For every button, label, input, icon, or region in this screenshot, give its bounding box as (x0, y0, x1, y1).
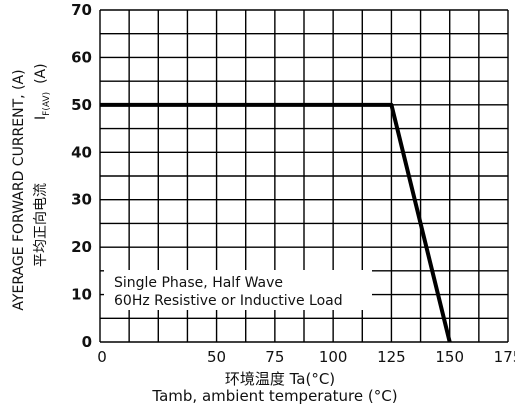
y-axis-symbol: IF(AV) (A) (33, 63, 52, 120)
y-axis-title-en-group: AYERAGE FORWARD CURRENT, (A) (11, 69, 27, 310)
y-axis-symbol-unit: (A) (33, 63, 49, 84)
annotation-line-1: Single Phase, Half Wave (114, 275, 283, 291)
x-tick-label: 0 (97, 348, 107, 366)
y-tick-labels: 0 10 20 30 40 50 60 70 (71, 1, 92, 351)
y-axis-title-en: AYERAGE FORWARD CURRENT, (A) (11, 69, 27, 310)
y-axis-symbol-main: I (33, 116, 49, 120)
y-tick-label: 40 (71, 143, 92, 161)
annotation-line-2: 60Hz Resistive or Inductive Load (114, 293, 343, 309)
series-line (100, 102, 452, 343)
y-axis-symbol-group: IF(AV) (A) (33, 63, 52, 120)
x-axis-title-en: Tamb, ambient temperature (°C) (151, 387, 397, 405)
annotation-box (104, 270, 372, 310)
y-axis-title-cn-group: 平均正向电流 (33, 183, 49, 267)
x-axis-title-cn: 环境温度 Ta(°C) (225, 370, 335, 388)
y-axis-symbol-sub: F(AV) (42, 92, 52, 116)
y-tick-label: 50 (71, 96, 92, 114)
y-tick-label: 0 (82, 333, 92, 351)
series (100, 102, 452, 343)
y-tick-label: 30 (71, 191, 92, 209)
x-tick-label: 125 (377, 348, 406, 366)
y-tick-label: 70 (71, 1, 92, 19)
x-tick-label: 175 (494, 348, 515, 366)
x-tick-label: 75 (265, 348, 284, 366)
y-tick-label: 10 (71, 286, 92, 304)
x-tick-label: 150 (435, 348, 464, 366)
grid (99, 9, 509, 343)
x-tick-label: 50 (207, 348, 226, 366)
y-tick-label: 20 (71, 238, 92, 256)
x-tick-label: 100 (319, 348, 348, 366)
y-tick-label: 60 (71, 48, 92, 66)
x-tick-labels: 0 50 75 100 125 150 175 (97, 348, 515, 366)
y-axis-title-cn: 平均正向电流 (33, 183, 49, 267)
